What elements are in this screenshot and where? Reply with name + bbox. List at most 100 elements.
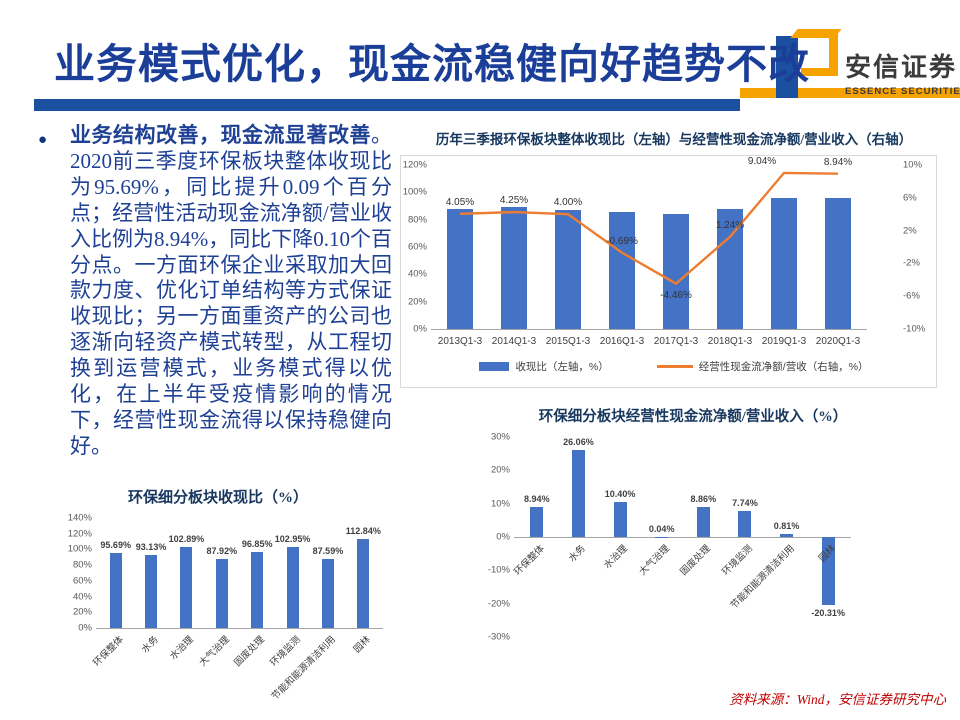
line-value-label: -0.69% xyxy=(606,235,638,247)
bar xyxy=(447,208,473,329)
y-axis-tick: 120% xyxy=(402,159,427,171)
category-label: 环保整体 xyxy=(512,543,547,578)
summary-text: 。2020前三季度环保板块整体收现比为95.69%，同比提升0.09个百分点；经… xyxy=(70,123,392,458)
category-label: 固废处理 xyxy=(232,634,268,669)
legend-item: 经营性现金流净额/营收（右轴，%） xyxy=(656,359,869,374)
bar xyxy=(780,534,794,537)
bar xyxy=(821,537,835,605)
bar-value-label: 7.74% xyxy=(732,498,758,509)
bar-value-label: 102.89% xyxy=(168,534,205,545)
y-axis-tick: 80% xyxy=(407,214,427,226)
x-axis-line xyxy=(431,329,867,330)
y-axis-tick: 100% xyxy=(402,186,427,198)
bar-value-label: 0.04% xyxy=(648,523,675,534)
right-axis-tick: 2% xyxy=(903,225,917,237)
legend-label: 收现比（左轴，%） xyxy=(515,361,609,373)
y-axis-tick: 40% xyxy=(72,591,92,603)
bar-value-label: 112.84% xyxy=(345,526,381,537)
logo-cube-icon xyxy=(801,68,837,76)
y-axis-tick: -20% xyxy=(487,598,510,610)
category-label: 2020Q1-3 xyxy=(815,336,861,347)
y-axis-tick: 20% xyxy=(490,464,510,476)
bar-value-label: 95.69% xyxy=(100,539,131,550)
chart-segment-ocf: 环保细分板块经营性现金流净额/营业收入（%） 30% 20% 10% 0% -10% -2… xyxy=(478,405,908,663)
legend-bar-swatch xyxy=(479,362,510,371)
y-axis-tick: 0% xyxy=(78,622,92,634)
bar xyxy=(555,210,581,329)
bar xyxy=(286,547,299,628)
bar-value-label: 0.81% xyxy=(773,521,800,532)
bar-value-label: -20.31% xyxy=(811,607,845,618)
category-label: 环保整体 xyxy=(90,634,126,669)
x-axis-line xyxy=(514,537,851,538)
bar-value-label: 8.94% xyxy=(524,494,550,505)
chart-title: 历年三季报环保板块整体收现比（左轴）与经营性现金流净额/营业收入（右轴） xyxy=(435,132,913,147)
line-value-label: 1.24% xyxy=(715,219,745,231)
category-label: 节能和能源清洁利用 xyxy=(269,634,338,703)
summary-lead: 业务结构改善，现金流显著改善 xyxy=(70,123,371,147)
x-axis-line xyxy=(96,628,383,629)
logo-cube-icon xyxy=(829,31,838,76)
bar xyxy=(717,209,743,329)
legend-line-swatch xyxy=(656,365,693,368)
y-axis-tick: 0% xyxy=(413,323,427,335)
bar-value-label: 26.06% xyxy=(563,437,594,448)
bar xyxy=(663,213,689,329)
bar-value-label: 87.59% xyxy=(312,546,344,557)
category-label: 2014Q1-3 xyxy=(491,336,537,347)
y-axis-tick: 120% xyxy=(67,528,92,540)
chart-title: 环保细分板块经营性现金流净额/营业收入（%） xyxy=(538,409,848,425)
category-label: 环境监测 xyxy=(720,543,755,578)
line-value-label: 4.25% xyxy=(499,195,529,207)
logo-underline xyxy=(740,88,960,98)
bar xyxy=(501,207,527,329)
y-axis-tick: 80% xyxy=(72,559,92,571)
plot-area: 30% 20% 10% 0% -10% -20% -30% 8.94% 环保整体 26.06% 水务… xyxy=(488,432,851,643)
logo-name-en: ESSENCE SECURITIES xyxy=(845,86,960,97)
right-axis-tick: -6% xyxy=(903,290,920,302)
summary-paragraph: 业务结构改善，现金流显著改善。2020前三季度环保板块整体收现比为95.69%，… xyxy=(70,123,392,460)
title-underline xyxy=(34,99,740,111)
plot-area: 140% 120% 100% 80% 60% 40% 20% 0% 95.69% 环保整体 93.1… xyxy=(68,513,383,702)
bar-value-label: 93.13% xyxy=(135,541,167,552)
line-value-label: 8.94% xyxy=(823,156,853,168)
y-axis-tick: 30% xyxy=(490,431,510,443)
bar xyxy=(696,507,710,537)
category-label: 园林 xyxy=(351,634,374,656)
bar xyxy=(321,559,334,628)
bar xyxy=(215,558,228,628)
category-label: 2019Q1-3 xyxy=(761,336,807,347)
data-source: 资料来源：Wind，安信证券研究中心 xyxy=(729,692,946,707)
bar-value-label: 96.85% xyxy=(241,538,273,549)
y-axis-tick: 40% xyxy=(407,268,427,280)
bar xyxy=(357,539,370,628)
company-logo: 安信证券 ESSENCE SECURITIES xyxy=(845,47,960,97)
right-axis-tick: 6% xyxy=(903,192,917,204)
bar xyxy=(251,551,264,628)
page-title: 业务模式优化，现金流稳健向好趋势不改 xyxy=(54,41,810,87)
category-label: 水治理 xyxy=(168,634,197,663)
bar-value-label: 8.86% xyxy=(690,494,717,505)
bar-value-label: 102.95% xyxy=(274,534,311,545)
right-axis-tick: 10% xyxy=(903,159,923,171)
line-value-label: -4.46% xyxy=(660,289,692,301)
legend-label: 经营性现金流净额/营收（右轴，%） xyxy=(698,361,869,373)
y-axis-tick: -10% xyxy=(487,564,510,576)
bar xyxy=(613,502,627,537)
chart-title: 环保细分板块收现比（%） xyxy=(127,490,308,506)
y-axis-tick: 60% xyxy=(407,241,427,253)
category-label: 固废处理 xyxy=(678,543,714,578)
y-axis-tick: 100% xyxy=(67,543,92,555)
bar-value-label: 87.92% xyxy=(206,545,238,556)
y-axis-tick: 10% xyxy=(490,498,510,510)
right-axis-tick: -10% xyxy=(903,323,926,335)
y-axis-tick: 0% xyxy=(496,531,510,543)
category-label: 大气治理 xyxy=(636,543,672,578)
line-value-label: 4.00% xyxy=(553,197,583,209)
y-axis-tick: -30% xyxy=(487,631,510,643)
bar xyxy=(180,547,193,628)
chart-segment-collection-ratio: 环保细分板块收现比（%） 140% 120% 100% 80% 60% 40% 20% 0% 9… xyxy=(42,486,394,711)
y-axis-tick: 60% xyxy=(72,575,92,587)
y-axis-tick: 140% xyxy=(67,512,92,524)
